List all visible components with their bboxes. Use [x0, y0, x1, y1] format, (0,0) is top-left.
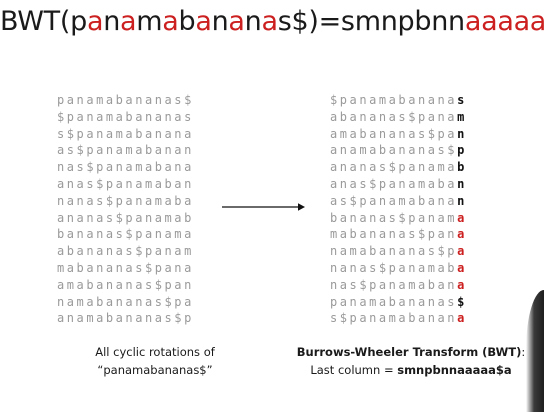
bwt-caption: Burrows-Wheeler Transform (BWT): Last co…: [285, 343, 537, 379]
bwt-last-char: p: [457, 143, 467, 158]
title-segment: n: [103, 6, 120, 37]
rotation-prefix: panamabananas: [330, 294, 458, 309]
cyclic-rotations-caption: All cyclic rotations of “panamabananas$”: [55, 343, 255, 379]
bwt-last-char: a: [457, 244, 467, 259]
title-segment: a: [195, 6, 212, 37]
title-segment: a: [86, 6, 104, 37]
bwt-last-char: a: [457, 260, 467, 275]
bwt-last-char: b: [457, 160, 467, 175]
sorted-rotation-row: panamabananas$: [330, 294, 467, 311]
rotation-row: abananas$panam: [57, 244, 194, 259]
sorted-rotation-row: s$panamabanana: [330, 310, 467, 327]
rotation-prefix: nanas$panamab: [330, 260, 458, 275]
sorted-rotation-row: nanas$panamaba: [330, 260, 467, 277]
sorted-rotation-row: abananas$panam: [330, 109, 467, 126]
rotation-prefix: anas$panamaba: [330, 176, 458, 191]
title-segment: n: [211, 6, 229, 37]
title-segment: b: [178, 6, 196, 37]
bwt-last-char: a: [457, 227, 467, 242]
title-segment: a: [120, 6, 137, 37]
title-segment: a: [162, 6, 179, 37]
right-arrow-icon: [222, 203, 305, 211]
rotation-row: nas$panamabana: [57, 160, 194, 175]
bwt-last-char: s: [457, 93, 467, 107]
rotation-prefix: ananas$panama: [330, 160, 458, 175]
sorted-rotation-row: amabananas$pan: [330, 126, 467, 143]
sorted-rotation-row: ananas$panamab: [330, 159, 467, 176]
rotation-prefix: bananas$panam: [330, 210, 458, 225]
rotation-row: panamabananas$: [57, 93, 194, 107]
rotation-row: anas$panamaban: [57, 176, 194, 191]
bwt-last-char: m: [457, 109, 467, 124]
sorted-rotation-row: mabananas$pana: [330, 226, 467, 243]
last-column-label: Last column =: [310, 363, 398, 377]
rotation-prefix: mabananas$pan: [330, 227, 458, 242]
rotation-prefix: abananas$pana: [330, 109, 458, 124]
rotation-row: ananas$panamab: [57, 210, 194, 225]
sorted-rotation-row: anas$panamaban: [330, 176, 467, 193]
rotation-prefix: nas$panamaban: [330, 277, 458, 292]
rotation-prefix: $panamabanana: [330, 93, 458, 107]
rotation-prefix: anamabananas$: [330, 143, 458, 158]
caption-line: “panamabananas$”: [97, 363, 213, 377]
bwt-last-char: a: [457, 210, 467, 225]
rotation-row: bananas$panama: [57, 227, 194, 242]
title-segment: aaaaa: [464, 6, 544, 37]
caption-line: All cyclic rotations of: [95, 345, 215, 359]
bwt-last-char: n: [457, 176, 467, 191]
sorted-rotation-row: $panamabananas: [330, 92, 467, 109]
bwt-caption-title: Burrows-Wheeler Transform (BWT): [296, 345, 522, 359]
title-segment: s$)=smnpbnn: [277, 6, 465, 37]
title-segment: a: [228, 6, 245, 37]
title-segment: m: [136, 6, 163, 37]
cyclic-rotations-list: panamabananas$ $panamabananas s$panamabana…: [57, 92, 194, 327]
bwt-caption-colon: :: [521, 345, 526, 359]
caption-line: Last column = smnpbnnaaaaa$a: [285, 361, 537, 379]
bwt-last-char: a: [457, 311, 467, 326]
rotation-row: s$panamabanana: [57, 126, 194, 141]
rotation-row: $panamabananas: [57, 109, 194, 124]
bwt-last-char: n: [457, 193, 467, 208]
page-title: BWT(panamabananas$)=smnpbnnaaaaa$a: [0, 6, 544, 37]
rotation-row: as$panamabanan: [57, 143, 194, 158]
rotation-prefix: amabananas$pa: [330, 126, 458, 141]
bwt-result: smnpbnnaaaaa$a: [397, 363, 512, 377]
rotation-row: amabananas$pan: [57, 277, 194, 292]
rotation-prefix: s$panamabanan: [330, 311, 458, 326]
rotation-row: anamabananas$p: [57, 311, 194, 326]
rotation-prefix: as$panamabana: [330, 193, 458, 208]
sorted-rotation-row: namabananas$pa: [330, 243, 467, 260]
sorted-rotation-row: anamabananas$p: [330, 142, 467, 159]
rotation-row: namabananas$pa: [57, 294, 194, 309]
rotation-row: mabananas$pana: [57, 260, 194, 275]
sorted-rotation-row: bananas$panama: [330, 210, 467, 227]
title-segment: n: [244, 6, 262, 37]
sorted-rotations-list: $panamabananas abananas$panam amabananas$p…: [330, 92, 467, 327]
rotation-prefix: namabananas$p: [330, 244, 458, 259]
caption-line: Burrows-Wheeler Transform (BWT):: [285, 343, 537, 361]
sorted-rotation-row: nas$panamabana: [330, 277, 467, 294]
bwt-last-char: a: [457, 277, 467, 292]
presenter-silhouette: [526, 290, 544, 412]
bwt-last-char: n: [457, 126, 467, 141]
rotation-row: nanas$panamaba: [57, 193, 194, 208]
sorted-rotation-row: as$panamabanan: [330, 193, 467, 210]
title-segment: a: [261, 6, 278, 37]
title-segment: BWT(p: [0, 6, 87, 37]
bwt-last-char: $: [457, 294, 467, 309]
